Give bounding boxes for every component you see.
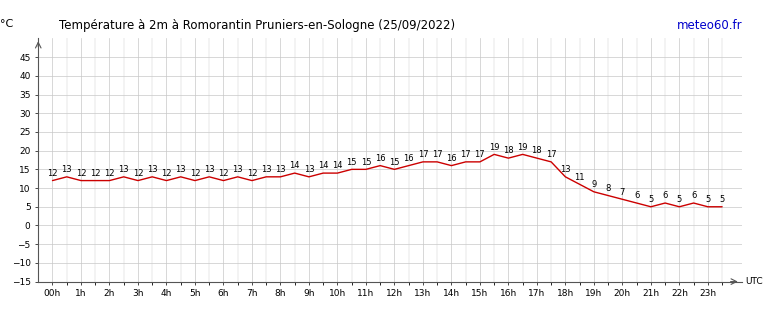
Text: 5: 5 <box>677 195 682 204</box>
Text: 13: 13 <box>175 165 186 174</box>
Text: 12: 12 <box>47 169 57 178</box>
Text: 16: 16 <box>446 154 457 163</box>
Text: 17: 17 <box>474 150 485 159</box>
Text: 13: 13 <box>261 165 272 174</box>
Text: 14: 14 <box>289 161 300 170</box>
Text: 13: 13 <box>147 165 158 174</box>
Text: 19: 19 <box>489 143 500 152</box>
Text: 11: 11 <box>575 172 585 181</box>
Text: 12: 12 <box>104 169 115 178</box>
Text: 13: 13 <box>275 165 286 174</box>
Text: 14: 14 <box>318 161 328 170</box>
Text: 17: 17 <box>432 150 442 159</box>
Text: 12: 12 <box>90 169 100 178</box>
Text: 5: 5 <box>648 195 653 204</box>
Text: 12: 12 <box>190 169 200 178</box>
Text: 6: 6 <box>634 191 640 200</box>
Text: 14: 14 <box>332 161 343 170</box>
Text: 13: 13 <box>61 165 72 174</box>
Text: Température à 2m à Romorantin Pruniers-en-Sologne (25/09/2022): Température à 2m à Romorantin Pruniers-e… <box>60 19 455 32</box>
Text: 9: 9 <box>591 180 597 189</box>
Text: °C: °C <box>0 19 14 29</box>
Text: 19: 19 <box>517 143 528 152</box>
Text: 12: 12 <box>76 169 86 178</box>
Text: 18: 18 <box>503 146 514 155</box>
Text: 12: 12 <box>246 169 257 178</box>
Text: 7: 7 <box>620 188 625 196</box>
Text: 13: 13 <box>233 165 243 174</box>
Text: 16: 16 <box>403 154 414 163</box>
Text: 17: 17 <box>418 150 428 159</box>
Text: 5: 5 <box>719 195 724 204</box>
Text: 17: 17 <box>546 150 556 159</box>
Text: 17: 17 <box>461 150 471 159</box>
Text: 13: 13 <box>304 165 314 174</box>
Text: 15: 15 <box>360 157 371 167</box>
Text: 5: 5 <box>705 195 711 204</box>
Text: 15: 15 <box>347 157 357 167</box>
Text: 12: 12 <box>161 169 171 178</box>
Text: 8: 8 <box>605 184 610 193</box>
Text: 15: 15 <box>389 157 399 167</box>
Text: 12: 12 <box>218 169 229 178</box>
Text: 6: 6 <box>691 191 696 200</box>
Text: 12: 12 <box>133 169 143 178</box>
Text: UTC: UTC <box>745 277 763 286</box>
Text: 13: 13 <box>204 165 214 174</box>
Text: 18: 18 <box>532 146 542 155</box>
Text: 16: 16 <box>375 154 386 163</box>
Text: 6: 6 <box>662 191 668 200</box>
Text: 13: 13 <box>119 165 129 174</box>
Text: 13: 13 <box>560 165 571 174</box>
Text: meteo60.fr: meteo60.fr <box>676 19 742 32</box>
